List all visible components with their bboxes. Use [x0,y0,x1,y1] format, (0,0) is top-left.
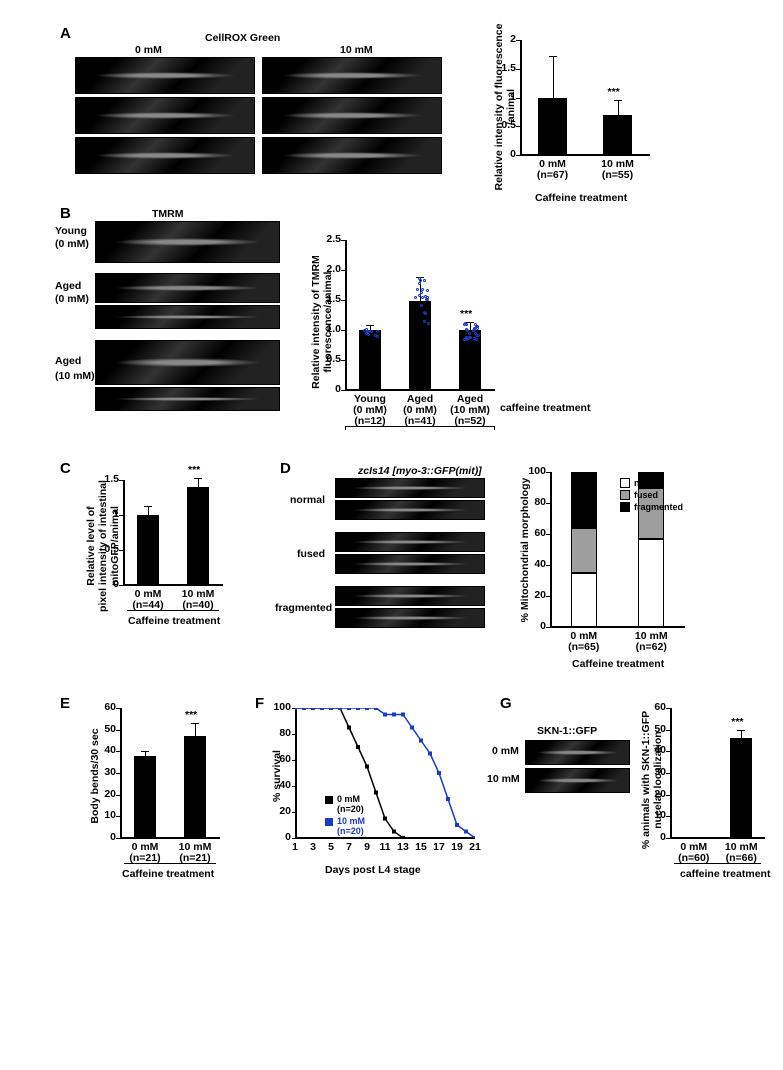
col-label: 0 mM [135,44,162,56]
micrograph [95,273,280,303]
y-label: Relative intensity of TMRMfluorescence/a… [310,227,334,417]
chart-a: 00.511.520 mM(n=67)10 mM(n=55)*** [520,40,650,155]
x-label: Days post L4 stage [325,864,421,876]
legend-box-fragmented [620,502,630,512]
micrograph [95,305,280,329]
y-label: % survival [271,726,283,826]
chart-c: 00.511.50 mM(n=44)10 mM(n=40)*** [123,480,238,585]
row-label: Aged [55,355,81,367]
chart-g: 01020304050600 mM(n=60)10 mM(n=66)*** [670,708,770,838]
row-label: (0 mM) [55,238,89,250]
x-label: Caffeine treatment [572,658,664,670]
row-label: normal [290,494,325,506]
micrograph [335,586,485,606]
header-text: SKN-1::GFP [537,725,597,737]
micrograph [525,768,630,793]
row-label: (10 mM) [55,370,95,382]
row-label: fused [297,548,325,560]
chart-e: 01020304050600 mM(n=21)10 mM(n=21)*** [120,708,235,838]
panel-label: A [60,25,71,42]
y-label: Relative intensity of fluorescence/anima… [493,17,517,197]
legend-text: fused [634,490,658,500]
micrograph [525,740,630,765]
row-label: Aged [55,280,81,292]
micrograph [262,137,442,174]
micrograph [335,500,485,520]
panel-label: G [500,695,512,712]
row-label: 0 mM [492,745,519,757]
x-label: Caffeine treatment [535,192,627,204]
micrograph [262,97,442,134]
col-label: 10 mM [340,44,373,56]
x-label: caffeine treatment [680,868,770,880]
header-text: CellROX Green [205,32,280,44]
micrograph [335,532,485,552]
chart-b: 00.51.01.52.02.5Young(0 mM)(n=12)Aged(0 … [345,240,495,390]
micrograph [262,57,442,94]
legend-text: normal [634,478,664,488]
micrograph [75,137,255,174]
micrograph [335,554,485,574]
micrograph [95,340,280,385]
panel-label: E [60,695,70,712]
row-label: 10 mM [487,773,520,785]
panel-label: B [60,205,71,222]
chart-f: 020406080100135791113151719210 mM(n=20)1… [295,708,475,838]
row-label: (0 mM) [55,293,89,305]
y-label: % Mitochondrial morphology [519,455,531,645]
row-label: fragmented [275,602,332,614]
header-text: TMRM [152,208,184,220]
row-label: Young [55,225,87,237]
x-label: Caffeine treatment [122,868,214,880]
panel-label: F [255,695,264,712]
micrograph [335,478,485,498]
micrograph [75,57,255,94]
y-label: % animals with SKN-1::GFPnucelar localiz… [640,690,664,870]
panel-label: C [60,460,71,477]
y-label: Body bends/30 sec [89,701,101,851]
micrograph [95,221,280,263]
legend-box-fused [620,490,630,500]
micrograph [335,608,485,628]
micrograph [95,387,280,411]
x-label: caffeine treatment [500,402,590,414]
panel-label: D [280,460,291,477]
micrograph [75,97,255,134]
legend-box-normal [620,478,630,488]
strain-text: zcIs14 [myo-3::GFP(mit)] [358,465,482,477]
y-label: Relative level ofpixel intensity of inte… [85,451,121,641]
legend-text: fragmented [634,502,683,512]
x-label: Caffeine treatment [128,615,220,627]
